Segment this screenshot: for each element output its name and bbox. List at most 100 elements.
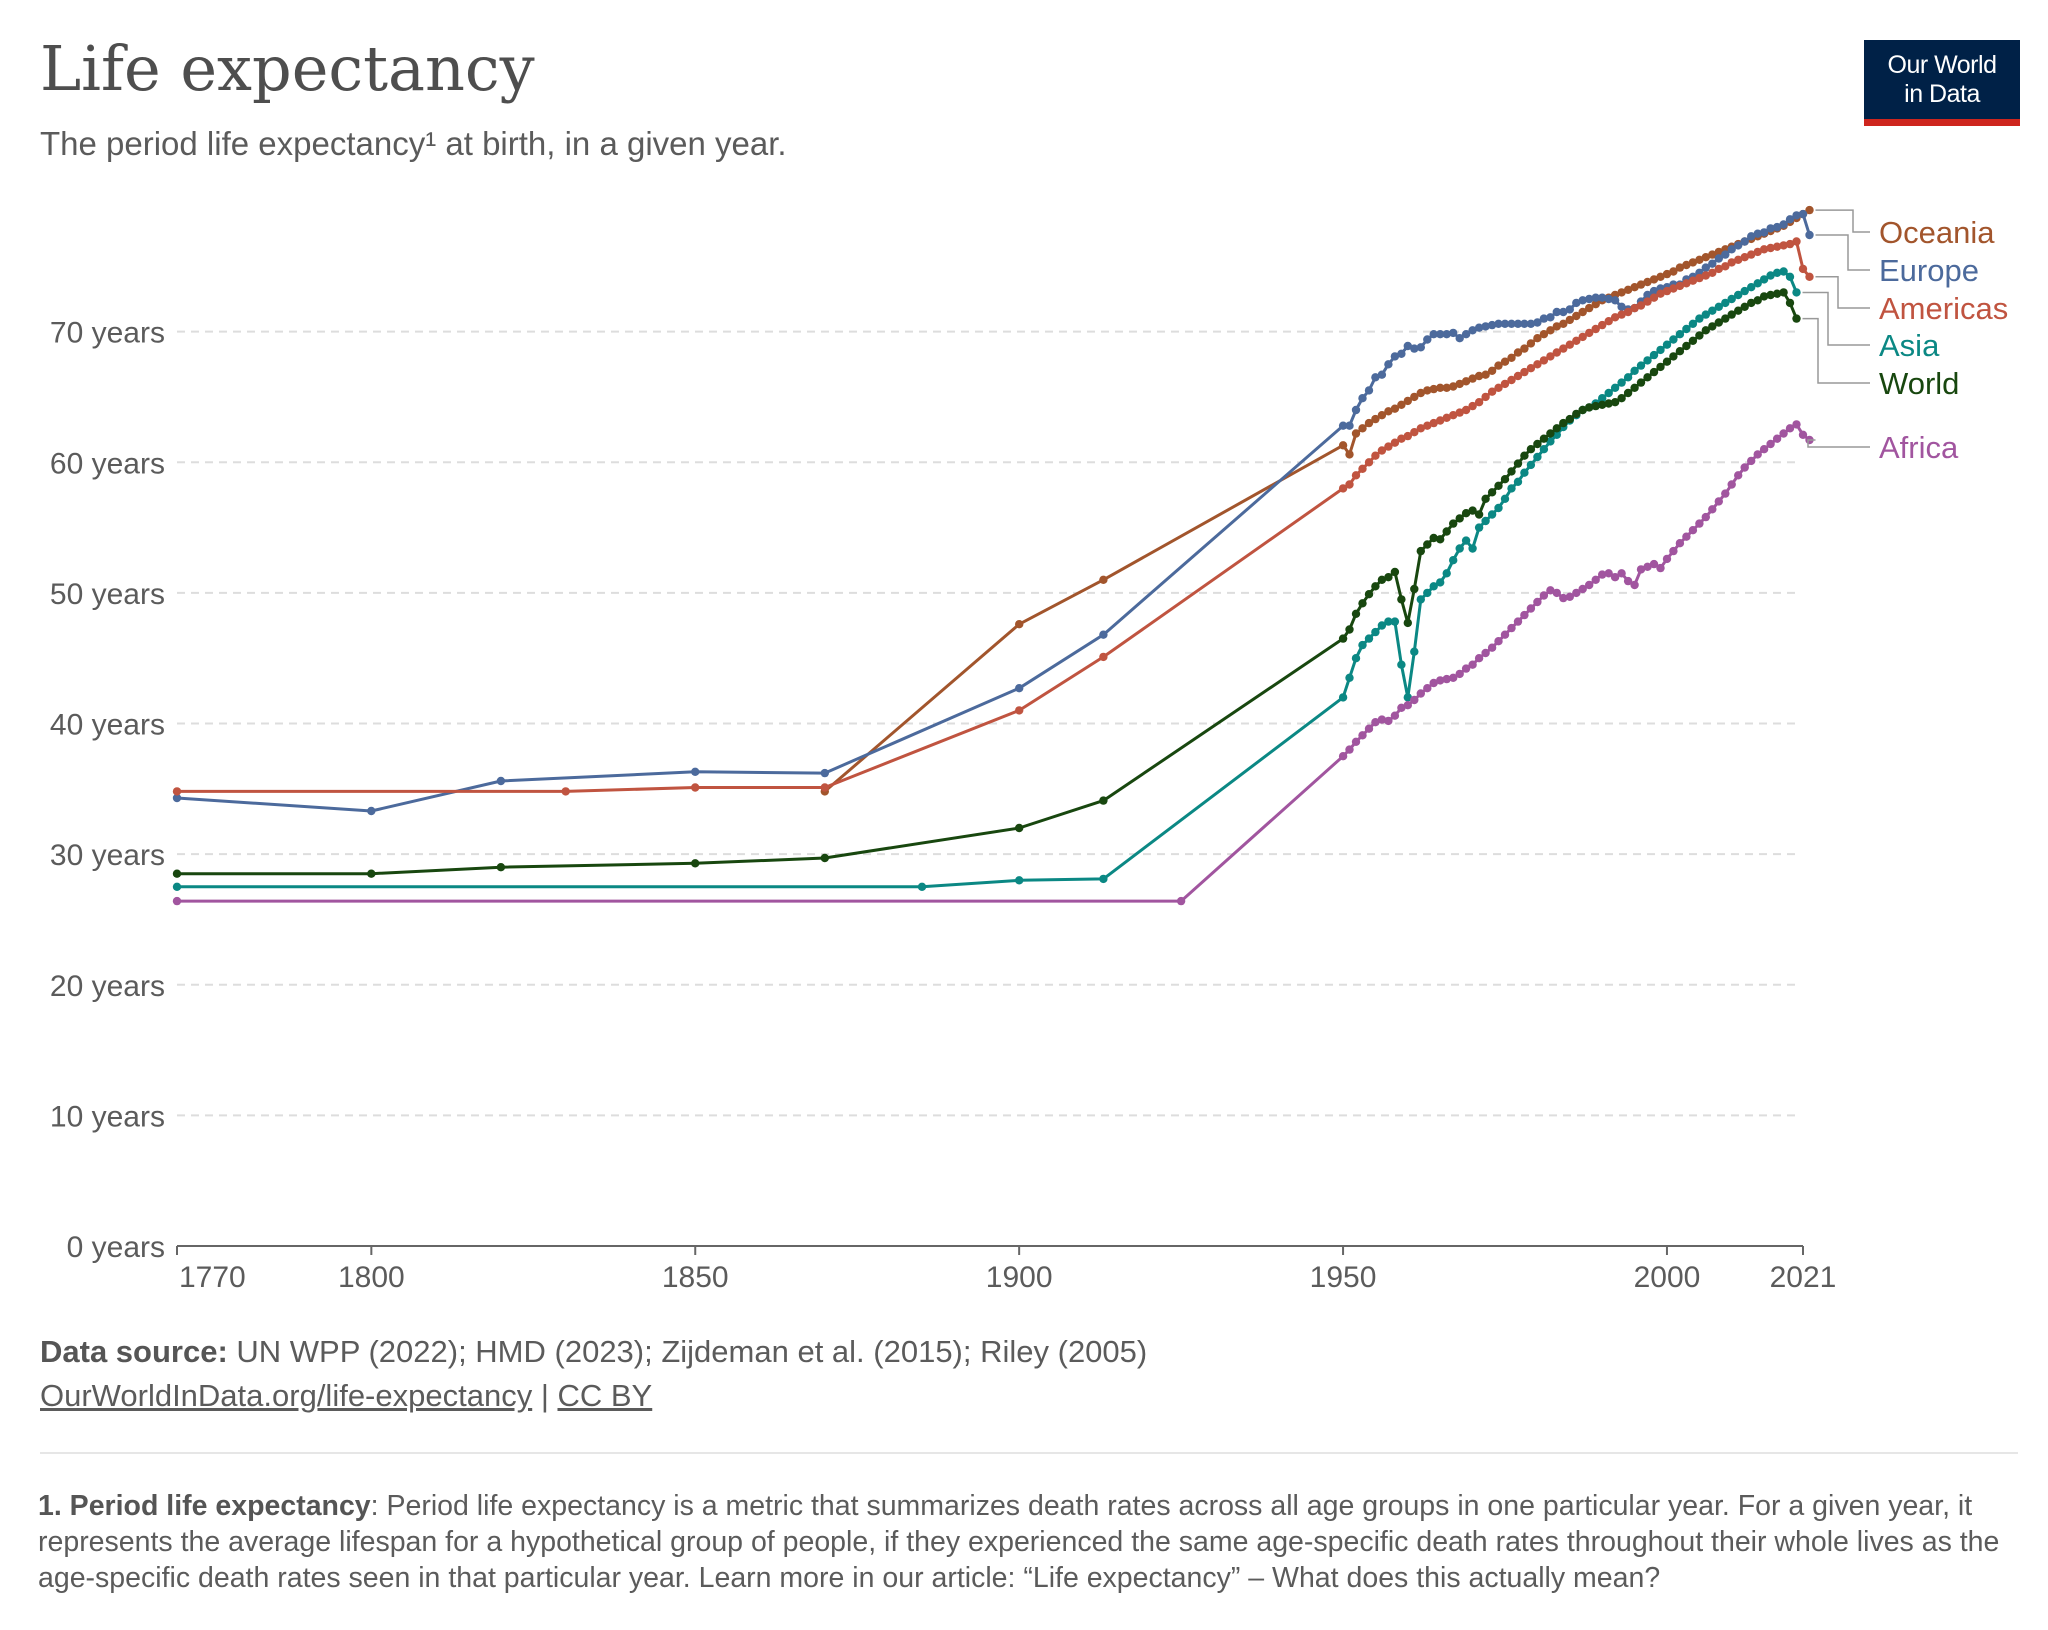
data-point <box>1772 222 1782 232</box>
data-point <box>1461 664 1471 673</box>
data-point <box>1617 310 1626 319</box>
data-point <box>1436 383 1445 392</box>
data-point <box>1377 621 1387 630</box>
data-point <box>1669 546 1678 556</box>
data-point <box>1604 294 1613 304</box>
data-point <box>1507 353 1516 362</box>
data-point <box>1345 421 1354 430</box>
data-point <box>1429 384 1438 394</box>
data-point <box>1526 460 1536 470</box>
data-point <box>1753 247 1762 257</box>
data-point <box>1442 330 1451 339</box>
data-point <box>1351 737 1361 746</box>
owid-url-link[interactable]: OurWorldInData.org/life-expectancy <box>40 1378 533 1413</box>
data-point <box>1598 394 1607 403</box>
data-point <box>1461 330 1471 339</box>
data-point <box>1539 591 1549 600</box>
data-point <box>1403 701 1413 710</box>
data-point <box>1436 416 1445 425</box>
data-point <box>1701 512 1711 522</box>
data-point <box>1358 731 1367 740</box>
data-point <box>1766 290 1775 300</box>
data-point <box>1598 400 1607 409</box>
data-point <box>1474 398 1484 407</box>
data-point <box>1455 408 1464 417</box>
data-point <box>1565 340 1575 349</box>
data-point <box>1546 586 1555 595</box>
data-point <box>1617 302 1626 311</box>
data-point <box>1429 678 1438 688</box>
data-point <box>1410 695 1419 705</box>
data-point <box>1656 289 1665 298</box>
owid-logo[interactable]: Our World in Data <box>1864 40 2020 126</box>
data-point <box>1397 349 1406 358</box>
x-tick-label: 1800 <box>338 1261 405 1294</box>
data-point <box>1578 405 1587 415</box>
data-point <box>1688 526 1698 535</box>
data-point <box>1526 604 1536 613</box>
data-point <box>1591 401 1600 411</box>
data-point <box>1759 275 1769 284</box>
data-point <box>1734 241 1743 250</box>
data-point <box>1662 554 1672 564</box>
data-point <box>1410 344 1419 353</box>
data-point <box>1688 336 1698 345</box>
data-point <box>1792 420 1801 429</box>
data-point <box>1662 286 1672 296</box>
data-point <box>1708 505 1717 514</box>
data-point <box>1585 403 1594 412</box>
data-point <box>1578 332 1587 342</box>
data-point <box>1643 297 1652 306</box>
data-point <box>1358 640 1367 650</box>
data-point <box>1546 313 1555 322</box>
data-point <box>1792 211 1801 220</box>
data-point <box>1487 643 1497 652</box>
data-point <box>1338 693 1348 702</box>
data-point <box>1727 245 1736 254</box>
data-point <box>1747 283 1756 292</box>
data-point <box>1423 588 1432 598</box>
data-point <box>1630 303 1639 313</box>
data-point <box>1714 302 1724 311</box>
data-point <box>1721 262 1730 271</box>
data-point <box>1546 429 1555 438</box>
series-layer <box>172 205 1814 906</box>
data-point <box>1533 597 1542 607</box>
data-point <box>1766 224 1775 233</box>
data-point <box>820 783 829 792</box>
data-point <box>1623 373 1633 382</box>
data-source: Data source: UN WPP (2022); HMD (2023); … <box>40 1330 1147 1418</box>
data-point <box>1455 544 1464 553</box>
data-point <box>1585 328 1594 338</box>
license-link[interactable]: CC BY <box>557 1378 653 1413</box>
data-point <box>1468 660 1477 669</box>
data-point <box>1721 298 1730 308</box>
data-point <box>1630 283 1639 292</box>
data-point <box>1099 796 1108 805</box>
grid-layer <box>177 330 1795 1117</box>
data-point <box>1468 506 1477 515</box>
data-point <box>1617 394 1626 403</box>
data-point <box>1695 273 1704 283</box>
data-point <box>1345 450 1354 459</box>
data-point <box>1792 237 1801 246</box>
legend-label-africa: Africa <box>1879 430 1959 465</box>
data-point <box>1500 319 1510 328</box>
data-point <box>1423 540 1432 549</box>
chart-subtitle: The period life expectancy¹ at birth, in… <box>40 125 787 162</box>
data-point <box>1397 434 1406 443</box>
data-point <box>1649 293 1659 302</box>
data-point <box>1792 314 1801 323</box>
y-tick-label: 10 years <box>50 1100 165 1133</box>
data-point <box>1384 573 1393 582</box>
data-point <box>172 787 182 796</box>
data-point <box>1533 318 1542 327</box>
y-tick-label: 40 years <box>50 709 165 742</box>
data-point <box>1526 339 1536 348</box>
data-point <box>1552 322 1562 331</box>
data-point <box>1649 286 1659 296</box>
data-point <box>1494 361 1503 370</box>
footnote: 1. Period life expectancy: Period life e… <box>38 1488 2018 1596</box>
data-point <box>1455 379 1464 389</box>
data-point <box>1487 320 1497 330</box>
